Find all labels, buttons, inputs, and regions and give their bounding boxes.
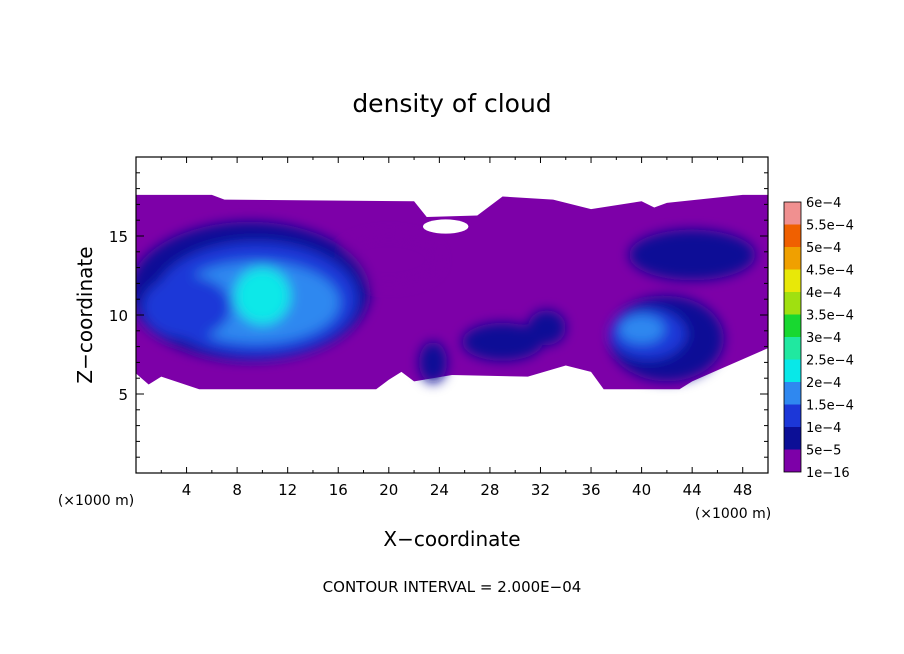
- density-region: [618, 315, 665, 344]
- x-axis-label: X−coordinate: [383, 527, 520, 551]
- legend-swatch: [784, 292, 801, 315]
- chart-title: density of cloud: [352, 89, 551, 118]
- x-tick-label: 4: [182, 481, 192, 499]
- legend-label: 2e−4: [806, 376, 841, 391]
- legend-label: 1.5e−4: [806, 399, 854, 414]
- legend-swatch: [784, 247, 801, 270]
- legend-swatch: [784, 269, 801, 292]
- x-tick-label: 36: [581, 481, 600, 499]
- y-axis-ticks: 5 10 15: [109, 172, 768, 458]
- density-field: [136, 194, 768, 390]
- legend-swatch: [784, 224, 801, 247]
- x-tick-label: 20: [379, 481, 398, 499]
- legend-swatch: [784, 382, 801, 405]
- legend-swatch: [784, 427, 801, 450]
- density-region: [234, 267, 291, 325]
- density-region: [462, 322, 544, 361]
- legend-swatch: [784, 449, 801, 472]
- contour-interval-note: CONTOUR INTERVAL = 2.000E−04: [323, 578, 582, 596]
- legend-label: 5.5e−4: [806, 219, 854, 234]
- legend-label: 1e−4: [806, 421, 841, 436]
- y-tick-label: 5: [118, 386, 128, 404]
- x-tick-label: 48: [733, 481, 752, 499]
- legend-swatch: [784, 404, 801, 427]
- x-tick-label: 16: [329, 481, 348, 499]
- x-unit-label: (×1000 m): [695, 506, 771, 522]
- legend-label: 5e−4: [806, 241, 841, 256]
- legend-label: 4e−4: [806, 286, 841, 301]
- x-tick-label: 28: [480, 481, 499, 499]
- legend-label: 6e−4: [806, 196, 841, 211]
- x-tick-label: 32: [531, 481, 550, 499]
- legend-label: 3.5e−4: [806, 309, 854, 324]
- legend-swatch: [784, 337, 801, 360]
- density-region: [419, 341, 447, 383]
- legend-swatch: [784, 359, 801, 382]
- x-tick-label: 8: [232, 481, 242, 499]
- x-axis-ticks: 4 8 12 16 20 24 28 32 36 40 44 48: [160, 157, 752, 499]
- x-tick-label: 24: [430, 481, 449, 499]
- legend-label: 5e−5: [806, 444, 841, 459]
- legend-swatch: [784, 202, 801, 225]
- x-tick-label: 12: [278, 481, 297, 499]
- density-region: [142, 275, 231, 339]
- color-legend: 1e−16 5e−5 1e−4 1.5e−4 2e−4 2.5e−4 3e−4 3.5e−4 4…: [783, 196, 854, 481]
- legend-label: 4.5e−4: [806, 264, 854, 279]
- density-region: [628, 229, 756, 281]
- legend-label: 2.5e−4: [806, 354, 854, 369]
- legend-label: 1e−16: [806, 466, 850, 481]
- legend-frame: [783, 201, 802, 473]
- y-tick-label: 10: [109, 307, 128, 325]
- density-regions: [136, 221, 756, 383]
- y-tick-label: 15: [109, 228, 128, 246]
- x-tick-label: 40: [632, 481, 651, 499]
- x-tick-label: 44: [683, 481, 702, 499]
- legend-swatch: [784, 314, 801, 337]
- clear-air-gap: [422, 219, 469, 234]
- y-unit-label: (×1000 m): [58, 493, 134, 509]
- legend-label: 3e−4: [806, 331, 841, 346]
- density-region: [527, 310, 566, 346]
- y-axis-label: Z−coordinate: [73, 246, 97, 383]
